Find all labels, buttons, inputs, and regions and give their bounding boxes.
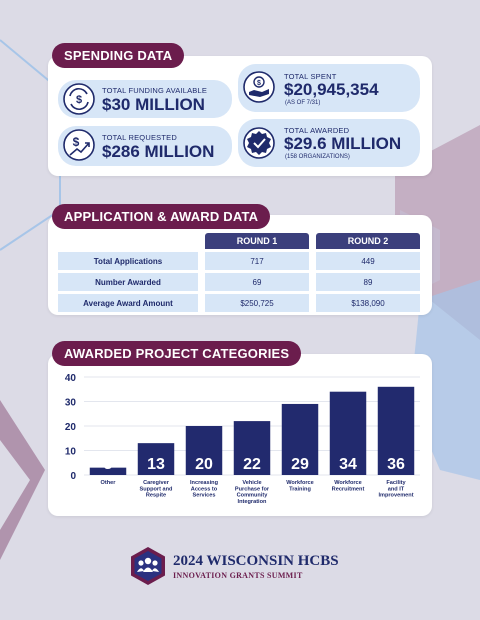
bar [281, 403, 319, 475]
row-value-round1: 717 [205, 252, 309, 270]
bar [329, 391, 367, 475]
spending-title: SPENDING DATA [52, 43, 185, 68]
table-row: Number Awarded 69 89 [58, 273, 420, 291]
data-label: 3 [104, 456, 113, 473]
x-tick-label: Vehicle Purchase for Community Integration [235, 480, 270, 505]
bar-chart: 0 10 20 30 40 3 Other 13 Caregiver Support and Res… [65, 373, 420, 505]
badge-check-icon [243, 127, 275, 159]
spent-note: (AS OF 7/31) [285, 100, 321, 106]
x-tick-label: Workforce Recruitment [332, 480, 365, 492]
rising-dollar-icon: $ [63, 129, 95, 161]
requested-label: TOTAL REQUESTED [102, 133, 177, 142]
bar [233, 421, 271, 475]
awarded-label: TOTAL AWARDED [284, 126, 350, 135]
spent-label: TOTAL SPENT [284, 72, 337, 81]
award-table: ROUND 1 ROUND 2 Total Applications 717 4… [58, 230, 420, 315]
table-row: Total Applications 717 449 [58, 252, 420, 270]
funding-value: $30 MILLION [102, 95, 205, 114]
footer-subtitle: INNOVATION GRANTS SUMMIT [173, 571, 303, 580]
bar [89, 467, 127, 475]
y-tick-label: 20 [65, 422, 77, 433]
awarded-value: $29.6 MILLION [284, 134, 402, 153]
svg-text:$: $ [73, 135, 80, 149]
row-label: Total Applications [58, 252, 198, 270]
data-label: 29 [291, 456, 309, 473]
x-tick-label: Other [101, 480, 117, 486]
svg-text:$: $ [257, 80, 261, 87]
awarded-note: (158 ORGANIZATIONS) [285, 154, 350, 160]
table-header-row: ROUND 1 ROUND 2 [58, 233, 420, 249]
x-tick-label: Caregiver Support and Respite [140, 480, 174, 499]
footer-title: 2024 WISCONSIN HCBS [173, 553, 339, 569]
row-value-round1: 69 [205, 273, 309, 291]
hand-coin-icon: $ [243, 71, 275, 103]
column-header-round2: ROUND 2 [316, 233, 420, 249]
application-title: APPLICATION & AWARD DATA [52, 204, 271, 229]
row-value-round1: $250,725 [205, 294, 309, 312]
categories-title: AWARDED PROJECT CATEGORIES [52, 341, 302, 366]
row-value-round2: 89 [316, 273, 420, 291]
bar [137, 443, 175, 475]
spent-value: $20,945,354 [284, 80, 379, 99]
row-label: Number Awarded [58, 273, 198, 291]
column-header-round1: ROUND 1 [205, 233, 309, 249]
funding-label: TOTAL FUNDING AVAILABLE [102, 86, 208, 95]
x-tick-label: Workforce Training [286, 480, 314, 492]
bar [185, 426, 223, 475]
table-row: Average Award Amount $250,725 $138,090 [58, 294, 420, 312]
data-label: 22 [243, 456, 261, 473]
svg-text:$: $ [76, 94, 82, 106]
data-label: 34 [339, 456, 357, 473]
data-label: 13 [147, 456, 165, 473]
row-label: Average Award Amount [58, 294, 198, 312]
y-tick-label: 0 [70, 471, 76, 482]
row-value-round2: 449 [316, 252, 420, 270]
requested-value: $286 MILLION [102, 142, 215, 161]
y-tick-label: 30 [65, 398, 77, 409]
x-tick-label: Increasing Access to Services [190, 480, 219, 499]
exchange-dollar-icon: $ [63, 83, 95, 115]
data-label: 36 [387, 456, 405, 473]
x-tick-label: Facility and IT Improvement [378, 480, 413, 499]
y-tick-label: 40 [65, 373, 77, 384]
y-tick-label: 10 [65, 447, 77, 458]
bar [377, 386, 415, 475]
people-group-icon [131, 547, 165, 585]
data-label: 20 [195, 456, 213, 473]
row-value-round2: $138,090 [316, 294, 420, 312]
